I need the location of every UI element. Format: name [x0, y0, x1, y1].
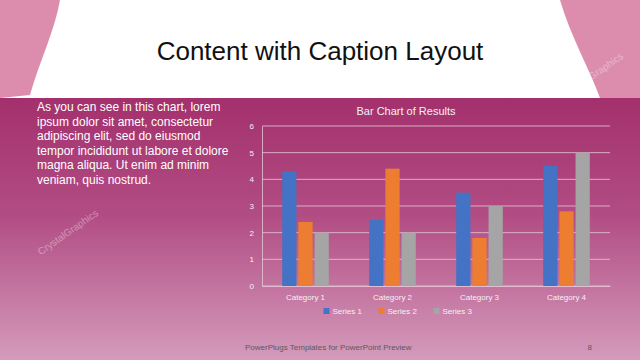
grid-line	[262, 286, 610, 287]
bars	[282, 153, 590, 286]
grid-line	[262, 152, 610, 153]
legend-label: Series 3	[443, 307, 473, 316]
bar	[489, 206, 503, 286]
chart: 0123456Category 1Category 2Category 3Cat…	[250, 122, 611, 316]
series	[298, 169, 573, 286]
x-tick-label: Category 4	[547, 293, 587, 302]
bar	[543, 166, 557, 286]
decoration	[0, 0, 60, 98]
y-axis: 0 1 2 3 4 5 6	[250, 122, 263, 291]
y-tick: 4	[250, 175, 262, 184]
bar	[315, 233, 329, 286]
bar	[385, 169, 399, 286]
x-tick-label: Category 2	[373, 293, 413, 302]
footer: PowerPlugs Templates for PowerPoint Prev…	[245, 343, 412, 352]
legend-swatch	[434, 308, 440, 314]
bar	[369, 219, 383, 286]
y-tick: 6	[250, 122, 262, 131]
y-tick-label: 1	[250, 255, 255, 264]
page-number: 8	[588, 343, 593, 352]
x-tick: Category 1	[286, 286, 326, 302]
grid	[262, 126, 610, 286]
bar	[402, 233, 416, 286]
bar	[559, 211, 573, 286]
x-tick: Category 4	[547, 286, 587, 302]
band-background	[0, 98, 640, 360]
x-tick-label: Category 1	[286, 293, 326, 302]
y-tick-label: 4	[250, 175, 255, 184]
header-background	[0, 0, 640, 98]
y-tick: 5	[250, 149, 262, 158]
y-tick: 2	[250, 229, 262, 238]
slide: CrystalGraphics CrystalGraphics Content wi…	[0, 0, 640, 360]
chart-title: Bar Chart of Results	[356, 105, 456, 117]
bar	[298, 222, 312, 286]
bar	[456, 193, 470, 286]
grid-line	[262, 232, 610, 233]
y-tick: 3	[250, 202, 262, 211]
grid-line	[262, 259, 610, 260]
grid-line	[262, 206, 610, 207]
legend: Series 1 Series 2 Series 3	[324, 307, 473, 316]
watermark: CrystalGraphics	[36, 207, 101, 257]
legend-label: Series 2	[388, 307, 418, 316]
bar	[472, 238, 486, 286]
x-axis: Category 1 Category 2 Category 3 Category 4	[263, 286, 611, 302]
y-tick-label: 2	[250, 229, 255, 238]
y-tick-label: 6	[250, 122, 255, 131]
watermark: CrystalGraphics	[561, 50, 626, 100]
y-tick-label: 3	[250, 202, 255, 211]
y-tick-label: 5	[250, 149, 255, 158]
y-tick-label: 0	[250, 282, 255, 291]
caption: As you can see in this chart, lorem ipsu…	[37, 100, 233, 187]
bar	[576, 153, 590, 286]
x-axis-line	[263, 286, 611, 287]
slide-title: Content with Caption Layout	[157, 36, 484, 66]
x-tick-label: Category 3	[460, 293, 500, 302]
series	[282, 166, 557, 286]
grid-line	[262, 179, 610, 180]
legend-swatch	[324, 308, 330, 314]
x-tick: Category 3	[460, 286, 500, 302]
legend-label: Series 1	[333, 307, 363, 316]
bar	[282, 171, 296, 286]
x-tick: Category 2	[373, 286, 413, 302]
series	[315, 153, 590, 286]
legend-swatch	[379, 308, 385, 314]
y-tick: 1	[250, 255, 262, 264]
grid-line	[262, 126, 610, 127]
y-axis-line	[262, 127, 263, 287]
y-tick: 0	[250, 282, 262, 291]
